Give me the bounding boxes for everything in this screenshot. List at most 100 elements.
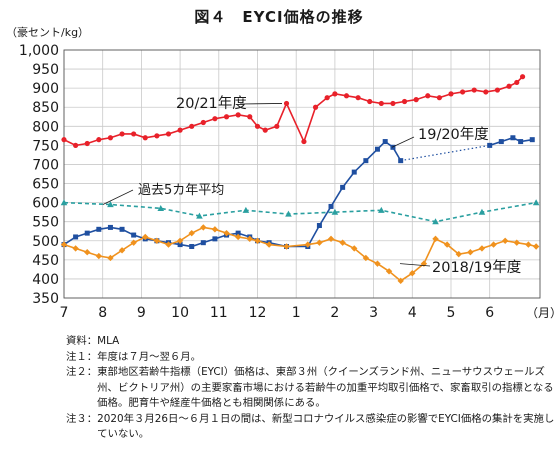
- series-0-point: [367, 98, 373, 105]
- series-3-point: [478, 208, 486, 215]
- series-1-point: [382, 139, 388, 145]
- annotation-leader: [391, 136, 415, 148]
- series-0-point: [119, 131, 125, 137]
- series-1-point: [316, 223, 322, 229]
- series-0-point: [235, 112, 241, 118]
- annotation-leader: [399, 263, 431, 267]
- series-1-point: [518, 139, 524, 145]
- series-0-point: [96, 137, 102, 143]
- series-1-point: [328, 203, 334, 209]
- series-0-point: [61, 137, 67, 143]
- series-2-point: [362, 254, 370, 262]
- series-1-point: [96, 226, 102, 232]
- series-2-point: [176, 237, 184, 244]
- series-0-point: [483, 89, 489, 95]
- annotation-label: 2018/19年度: [432, 259, 521, 276]
- series-0-point: [84, 140, 90, 147]
- footnote-key: 資料：: [66, 335, 98, 347]
- x-tick-label: 4: [408, 305, 417, 321]
- series-3-point: [107, 201, 114, 208]
- series-1-point: [510, 135, 516, 141]
- series-2-point: [130, 239, 137, 246]
- footnote-text: MLA: [97, 335, 120, 347]
- footnote-text: 東部地区若齢牛指標（EYCI）価格は、東部３州（クイーンズランド州、ニューサウス…: [97, 366, 554, 409]
- series-0-point: [436, 95, 442, 101]
- series-0-point: [448, 91, 454, 97]
- series-0-point: [332, 91, 338, 97]
- series-2-point: [246, 235, 253, 243]
- x-tick-label: 6: [485, 305, 494, 321]
- y-tick-label: 800: [32, 119, 59, 135]
- annotation-leader: [102, 189, 134, 205]
- series-2-point: [501, 237, 509, 244]
- series-0-point: [401, 98, 408, 105]
- series-2-point: [455, 250, 462, 258]
- series-3-point: [242, 206, 250, 213]
- series-2-point: [316, 239, 323, 246]
- y-tick-label: 400: [32, 272, 59, 288]
- line-chart: 350 400 450 500 550 600 650 700 750 800 850 900 950 1…: [6, 25, 558, 321]
- series-0-point: [355, 95, 361, 101]
- series-2-point: [327, 235, 335, 243]
- footnotes: 資料： MLA 注１： 年度は７月～翌６月。 注２： 東部地区若齢牛指標（EYCI）価格は…: [66, 334, 556, 443]
- series-1-point: [340, 184, 346, 190]
- series-0-point: [519, 74, 526, 80]
- series-2-point: [60, 241, 68, 248]
- series-2-point: [283, 243, 290, 250]
- series-1-point: [189, 243, 195, 249]
- series-3-point: [196, 212, 203, 219]
- chart-title: 図４ EYCI価格の推移: [194, 8, 364, 26]
- series-1-point: [84, 230, 90, 236]
- footnote-text: 年度は７月～翌６月。: [97, 350, 202, 363]
- series-1-point: [363, 158, 369, 164]
- annotation-label: 20/21年度: [176, 95, 247, 112]
- series-2-point: [385, 268, 393, 275]
- x-tick-label: 5: [447, 305, 456, 321]
- series-3-line: [63, 201, 537, 223]
- series-0-point: [283, 100, 290, 107]
- series-3-point: [331, 208, 339, 215]
- series-2-point: [467, 249, 474, 256]
- series-2-point: [211, 226, 219, 233]
- series-1-point: [107, 224, 113, 230]
- x-tick-label: 7: [60, 305, 69, 321]
- series-1-point: [235, 230, 241, 236]
- series-layer: [60, 74, 540, 285]
- series-0-point: [274, 123, 280, 129]
- series-0-point: [189, 123, 195, 129]
- series-0-point: [154, 133, 160, 139]
- series-0-point: [165, 131, 172, 137]
- y-axis-unit: （豪セント/kg）: [6, 25, 89, 39]
- x-tick-label: 3: [369, 305, 378, 321]
- series-1-point: [398, 158, 404, 164]
- series-1-point: [177, 242, 183, 248]
- y-tick-label: 850: [32, 100, 59, 116]
- x-axis-unit: （月）: [526, 306, 558, 320]
- series-2-point: [142, 233, 149, 241]
- series-1-point: [119, 226, 125, 232]
- y-tick-label: 500: [32, 234, 59, 250]
- series-0-point: [324, 95, 330, 101]
- series-2-point: [84, 249, 91, 256]
- series-2-point: [339, 239, 346, 246]
- series-2-point: [265, 241, 273, 248]
- footnote-key: 注２：: [66, 366, 98, 378]
- series-2-point: [188, 229, 195, 237]
- series-1-point: [374, 146, 380, 152]
- x-tick-label: 12: [249, 305, 267, 321]
- series-3: [60, 199, 540, 225]
- series-2-point: [72, 245, 79, 252]
- series-2-point: [153, 237, 161, 244]
- footnote: 注１： 年度は７月～翌６月。: [66, 350, 556, 366]
- series-2-point: [397, 277, 404, 285]
- series-0-point: [413, 97, 419, 103]
- annotation-label: 19/20年度: [418, 126, 489, 143]
- series-3-point: [157, 204, 165, 211]
- series-2-point: [513, 239, 520, 246]
- series-0-point: [73, 142, 79, 148]
- y-tick-label: 650: [32, 177, 59, 193]
- series-0-point: [494, 87, 501, 93]
- series-1-gap-line: [400, 144, 490, 162]
- y-tick-label: 750: [32, 138, 59, 154]
- y-tick-label: 600: [32, 196, 59, 212]
